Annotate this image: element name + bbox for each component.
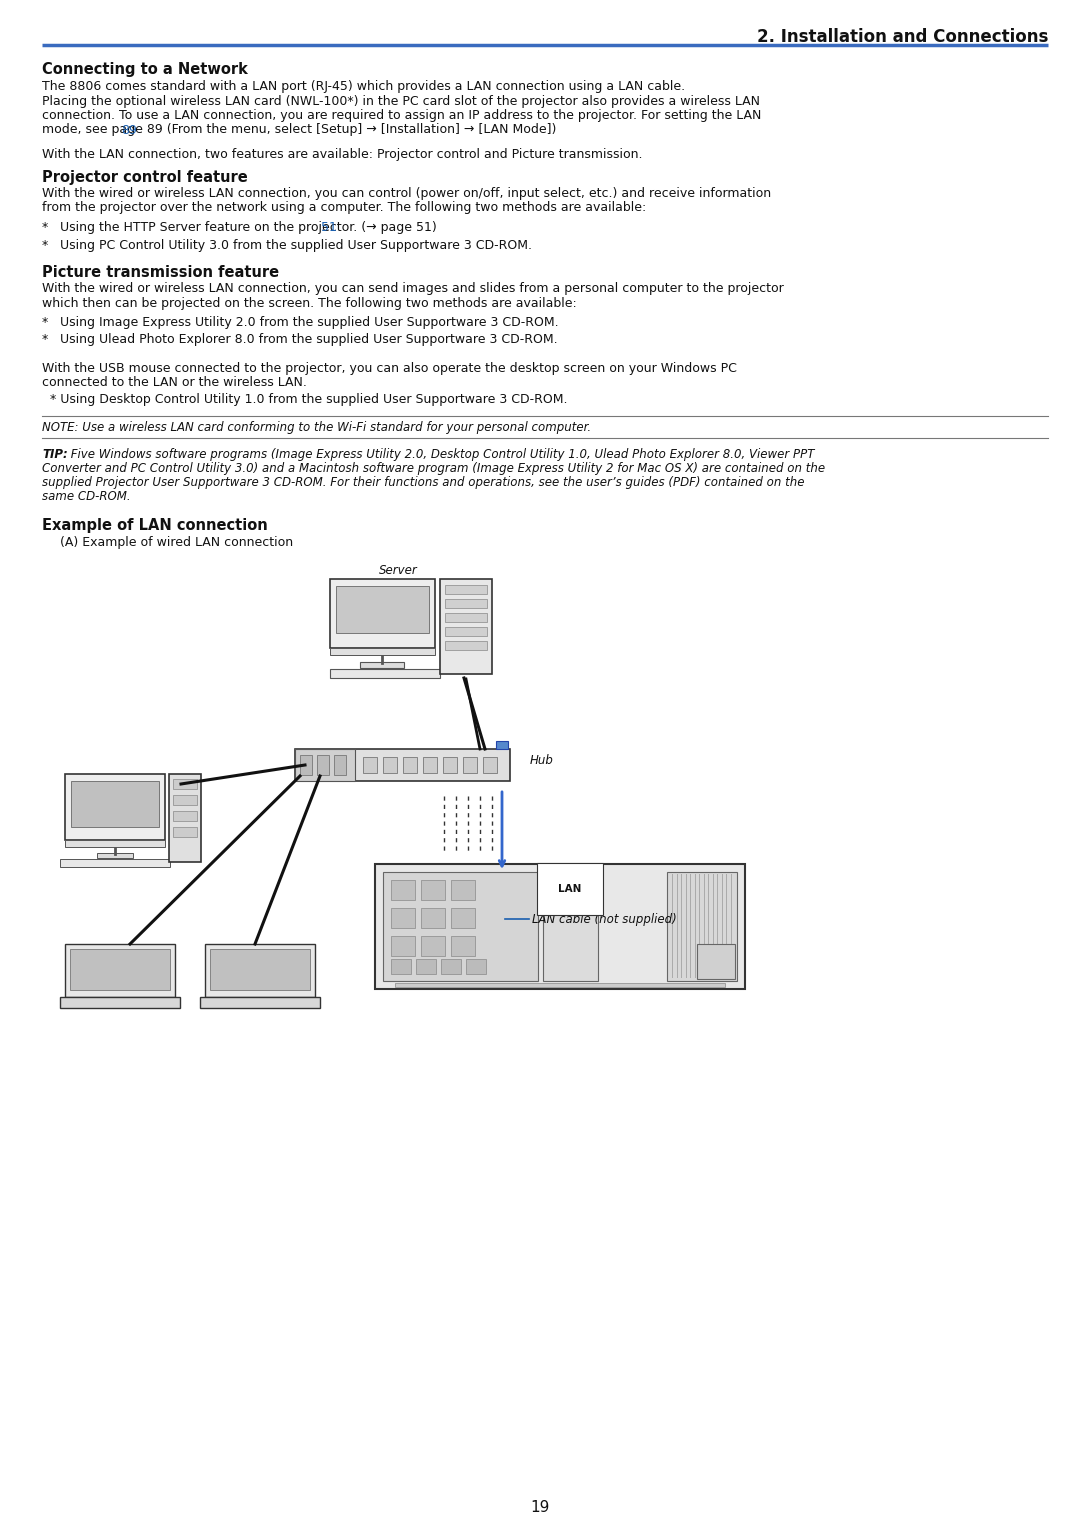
Bar: [334, 754, 346, 776]
Bar: [383, 757, 397, 773]
Text: from the projector over the network using a computer. The following two methods : from the projector over the network usin…: [42, 201, 646, 215]
Bar: [697, 943, 735, 978]
Bar: [205, 943, 315, 997]
Bar: [65, 774, 165, 840]
Text: Using the HTTP Server feature on the projector. (→ page 51): Using the HTTP Server feature on the pro…: [60, 221, 436, 235]
Text: With the wired or wireless LAN connection, you can control (power on/off, input : With the wired or wireless LAN connectio…: [42, 187, 771, 200]
Bar: [173, 796, 197, 805]
Text: Using PC Control Utility 3.0 from the supplied User Supportware 3 CD-ROM.: Using PC Control Utility 3.0 from the su…: [60, 238, 532, 251]
Bar: [445, 626, 487, 636]
Bar: [173, 828, 197, 837]
Text: connection. To use a LAN connection, you are required to assign an IP address to: connection. To use a LAN connection, you…: [42, 110, 761, 122]
Bar: [543, 872, 598, 981]
Bar: [173, 811, 197, 821]
Bar: [421, 879, 445, 901]
Bar: [318, 754, 329, 776]
Bar: [71, 780, 159, 828]
Text: TIP:: TIP:: [42, 448, 68, 460]
Bar: [210, 949, 310, 989]
Text: Picture transmission feature: Picture transmission feature: [42, 265, 279, 280]
Bar: [65, 840, 165, 847]
Text: 51: 51: [321, 221, 337, 235]
Text: 2. Installation and Connections: 2. Installation and Connections: [757, 27, 1048, 46]
Bar: [391, 879, 415, 901]
Bar: [330, 648, 435, 655]
Bar: [416, 959, 436, 974]
Text: *: *: [42, 238, 49, 251]
Bar: [451, 908, 475, 928]
Text: Server: Server: [379, 564, 418, 578]
Bar: [60, 860, 170, 867]
Text: The 8806 comes standard with a LAN port (RJ-45) which provides a LAN connection : The 8806 comes standard with a LAN port …: [42, 79, 685, 93]
Bar: [421, 936, 445, 956]
Bar: [403, 757, 417, 773]
Text: With the LAN connection, two features are available: Projector control and Pictu: With the LAN connection, two features ar…: [42, 148, 643, 162]
Text: LAN: LAN: [558, 884, 582, 895]
Text: Hub: Hub: [530, 754, 554, 767]
Bar: [548, 879, 593, 899]
Bar: [391, 959, 411, 974]
Bar: [363, 757, 377, 773]
Text: Projector control feature: Projector control feature: [42, 171, 247, 184]
Bar: [200, 997, 320, 1007]
Text: connected to the LAN or the wireless LAN.: connected to the LAN or the wireless LAN…: [42, 376, 307, 390]
Bar: [440, 579, 492, 674]
Bar: [65, 943, 175, 997]
Bar: [451, 936, 475, 956]
Text: Using Image Express Utility 2.0 from the supplied User Supportware 3 CD-ROM.: Using Image Express Utility 2.0 from the…: [60, 315, 558, 329]
Bar: [168, 774, 201, 863]
Bar: [97, 853, 133, 858]
Bar: [300, 754, 312, 776]
Bar: [60, 997, 180, 1007]
Bar: [295, 748, 355, 780]
Text: Placing the optional wireless LAN card (NWL-100*) in the PC card slot of the pro: Placing the optional wireless LAN card (…: [42, 94, 760, 108]
Bar: [445, 585, 487, 594]
Text: With the USB mouse connected to the projector, you can also operate the desktop : With the USB mouse connected to the proj…: [42, 363, 737, 375]
Text: supplied Projector User Supportware 3 CD-ROM. For their functions and operations: supplied Projector User Supportware 3 CD…: [42, 475, 805, 489]
Bar: [173, 779, 197, 789]
Text: * Using Desktop Control Utility 1.0 from the supplied User Supportware 3 CD-ROM.: * Using Desktop Control Utility 1.0 from…: [50, 393, 567, 405]
Bar: [375, 864, 745, 989]
Text: With the wired or wireless LAN connection, you can send images and slides from a: With the wired or wireless LAN connectio…: [42, 282, 784, 296]
Bar: [465, 959, 486, 974]
Bar: [330, 579, 435, 648]
Bar: [336, 587, 429, 632]
Text: Using Ulead Photo Explorer 8.0 from the supplied User Supportware 3 CD-ROM.: Using Ulead Photo Explorer 8.0 from the …: [60, 334, 557, 346]
Text: (A) Example of wired LAN connection: (A) Example of wired LAN connection: [60, 536, 293, 549]
Bar: [463, 757, 477, 773]
Text: NOTE: Use a wireless LAN card conforming to the Wi-Fi standard for your personal: NOTE: Use a wireless LAN card conforming…: [42, 421, 591, 433]
Bar: [667, 872, 737, 981]
Bar: [445, 642, 487, 651]
Bar: [483, 757, 497, 773]
Text: 19: 19: [530, 1500, 550, 1515]
Text: which then can be projected on the screen. The following two methods are availab: which then can be projected on the scree…: [42, 297, 577, 309]
Bar: [360, 661, 404, 668]
Text: LAN cable (not supplied): LAN cable (not supplied): [532, 913, 677, 925]
Bar: [423, 757, 437, 773]
Text: *: *: [42, 334, 49, 346]
Text: Connecting to a Network: Connecting to a Network: [42, 62, 248, 78]
Bar: [330, 669, 440, 678]
Bar: [451, 879, 475, 901]
Bar: [295, 748, 510, 780]
Text: *: *: [42, 315, 49, 329]
Bar: [496, 741, 508, 748]
Bar: [391, 908, 415, 928]
Bar: [391, 936, 415, 956]
Bar: [445, 599, 487, 608]
Text: *: *: [42, 221, 49, 235]
Text: Converter and PC Control Utility 3.0) and a Macintosh software program (Image Ex: Converter and PC Control Utility 3.0) an…: [42, 462, 825, 475]
Text: same CD-ROM.: same CD-ROM.: [42, 491, 131, 503]
Bar: [445, 613, 487, 622]
Bar: [421, 908, 445, 928]
Bar: [383, 872, 538, 981]
Bar: [443, 757, 457, 773]
Text: Example of LAN connection: Example of LAN connection: [42, 518, 268, 533]
Bar: [441, 959, 461, 974]
Text: mode, see page 89 (From the menu, select [Setup] → [Installation] → [LAN Mode]): mode, see page 89 (From the menu, select…: [42, 123, 556, 137]
Text: 89: 89: [121, 123, 137, 137]
Bar: [395, 983, 725, 988]
Text: Five Windows software programs (Image Express Utility 2.0, Desktop Control Utili: Five Windows software programs (Image Ex…: [67, 448, 814, 460]
Bar: [70, 949, 170, 989]
